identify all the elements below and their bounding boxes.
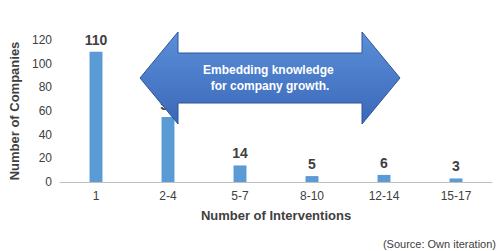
- svg-text:Number of Companies: Number of Companies: [7, 42, 22, 181]
- svg-text:6: 6: [380, 155, 388, 171]
- svg-text:2-4: 2-4: [159, 189, 177, 203]
- svg-text:100: 100: [32, 57, 52, 71]
- svg-text:Embedding knowledge: Embedding knowledge: [203, 63, 337, 77]
- svg-text:5: 5: [308, 156, 316, 172]
- svg-text:8-10: 8-10: [300, 189, 324, 203]
- svg-text:120: 120: [32, 33, 52, 47]
- svg-text:(Source: Own iteration): (Source: Own iteration): [383, 238, 496, 250]
- svg-text:60: 60: [39, 104, 53, 118]
- svg-text:40: 40: [39, 128, 53, 142]
- svg-text:Number of Interventions: Number of Interventions: [201, 208, 351, 223]
- svg-text:5-7: 5-7: [231, 189, 249, 203]
- svg-text:12-14: 12-14: [369, 189, 400, 203]
- svg-text:0: 0: [45, 175, 52, 189]
- svg-text:15-17: 15-17: [441, 189, 472, 203]
- svg-text:1: 1: [93, 189, 100, 203]
- svg-text:110: 110: [85, 32, 108, 48]
- svg-text:80: 80: [39, 80, 53, 94]
- svg-text:for company growth.: for company growth.: [211, 79, 330, 93]
- svg-text:3: 3: [452, 158, 460, 174]
- svg-text:20: 20: [39, 151, 53, 165]
- svg-text:14: 14: [232, 145, 248, 161]
